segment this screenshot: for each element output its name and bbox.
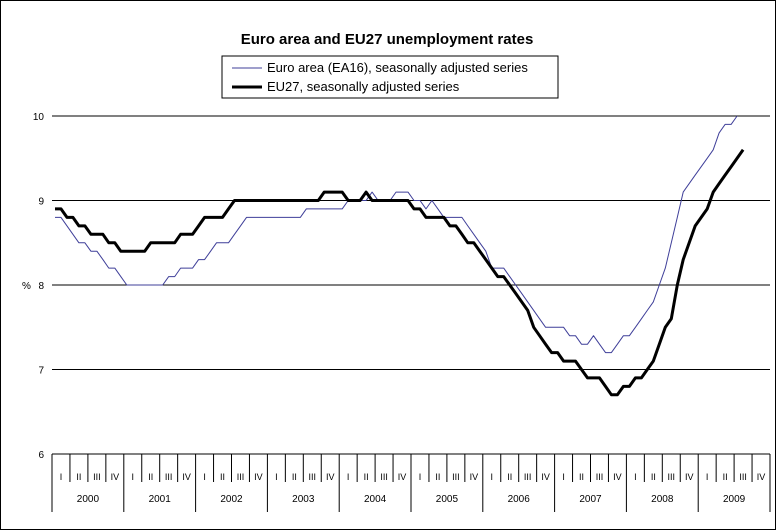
quarter-label: III: [237, 472, 245, 482]
quarter-label: I: [634, 472, 637, 482]
y-tick-label: 6: [38, 450, 44, 461]
quarter-label: II: [148, 472, 153, 482]
year-label: 2009: [723, 494, 746, 505]
y-tick-label: 7: [38, 366, 44, 377]
quarter-label: IV: [613, 472, 622, 482]
series-line-eu27: [55, 148, 745, 397]
series-lines: [55, 115, 745, 397]
quarter-label: III: [380, 472, 388, 482]
year-label: 2002: [220, 494, 243, 505]
quarter-label: IV: [326, 472, 335, 482]
quarter-label: II: [435, 472, 440, 482]
year-label: 2004: [364, 494, 387, 505]
legend-label-ea16: Euro area (EA16), seasonally adjusted se…: [267, 60, 528, 75]
legend-label-eu27: EU27, seasonally adjusted series: [267, 79, 460, 94]
quarter-label: II: [651, 472, 656, 482]
quarter-label: III: [668, 472, 676, 482]
quarter-label: IV: [254, 472, 263, 482]
y-tick-label: 9: [38, 197, 44, 208]
quarter-label: IV: [111, 472, 120, 482]
quarter-label: I: [419, 472, 422, 482]
quarter-label: I: [60, 472, 63, 482]
year-label: 2003: [292, 494, 315, 505]
year-label: 2000: [77, 494, 100, 505]
quarter-label: III: [93, 472, 101, 482]
quarter-label: II: [76, 472, 81, 482]
quarter-label: III: [452, 472, 460, 482]
quarter-label: IV: [182, 472, 191, 482]
quarter-label: IV: [398, 472, 407, 482]
series-line-ea16: [55, 115, 738, 354]
y-tick-label: 8: [38, 281, 44, 292]
quarter-label: III: [165, 472, 173, 482]
y-axis-label: %: [22, 281, 31, 292]
quarter-label: II: [507, 472, 512, 482]
quarter-label: II: [723, 472, 728, 482]
quarter-label: I: [132, 472, 135, 482]
quarter-label: I: [562, 472, 565, 482]
quarter-label: II: [220, 472, 225, 482]
quarter-label: III: [309, 472, 317, 482]
year-label: 2007: [579, 494, 602, 505]
y-tick-label: 10: [33, 112, 45, 123]
quarter-label: IV: [470, 472, 479, 482]
quarter-label: II: [579, 472, 584, 482]
legend-box: [221, 55, 559, 99]
quarter-label: I: [347, 472, 350, 482]
chart-title: Euro area and EU27 unemployment rates: [241, 31, 534, 48]
quarter-label: III: [524, 472, 532, 482]
y-tick-labels: 6 7 8 9 10: [33, 112, 45, 461]
quarter-label: I: [275, 472, 278, 482]
year-label: 2006: [508, 494, 531, 505]
quarter-label: III: [596, 472, 604, 482]
quarter-label: I: [706, 472, 709, 482]
quarter-label: III: [739, 472, 747, 482]
quarter-label: I: [203, 472, 206, 482]
year-label: 2005: [436, 494, 459, 505]
quarter-label: IV: [685, 472, 694, 482]
quarter-label: IV: [541, 472, 550, 482]
quarter-label: II: [364, 472, 369, 482]
quarter-label: IV: [757, 472, 766, 482]
quarter-label: I: [491, 472, 494, 482]
year-label: 2001: [149, 494, 172, 505]
legend: Euro area (EA16), seasonally adjusted se…: [221, 55, 559, 99]
year-label: 2008: [651, 494, 674, 505]
quarter-label: II: [292, 472, 297, 482]
